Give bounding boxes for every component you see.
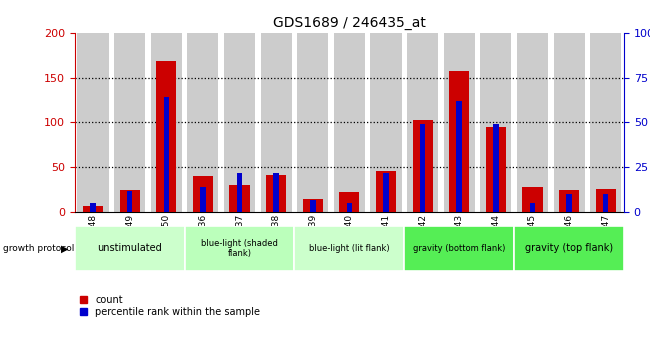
Legend: count, percentile rank within the sample: count, percentile rank within the sample bbox=[79, 295, 260, 317]
Bar bbox=[370, 33, 402, 212]
Bar bbox=[346, 203, 352, 212]
Bar bbox=[404, 226, 514, 271]
Text: blue-light (shaded
flank): blue-light (shaded flank) bbox=[201, 239, 278, 258]
Bar bbox=[193, 176, 213, 212]
Bar bbox=[114, 33, 145, 212]
Bar bbox=[127, 191, 133, 212]
Bar bbox=[297, 33, 328, 212]
Bar bbox=[376, 171, 396, 212]
Bar bbox=[530, 203, 535, 212]
Bar bbox=[456, 101, 462, 212]
Bar bbox=[90, 203, 96, 212]
Bar bbox=[266, 175, 286, 212]
Bar bbox=[514, 226, 624, 271]
Bar bbox=[523, 187, 543, 212]
Bar bbox=[83, 206, 103, 212]
Bar bbox=[595, 189, 616, 212]
Bar bbox=[407, 33, 438, 212]
Bar bbox=[120, 190, 140, 212]
Bar bbox=[156, 61, 176, 212]
Text: unstimulated: unstimulated bbox=[98, 244, 162, 253]
Title: GDS1689 / 246435_at: GDS1689 / 246435_at bbox=[273, 16, 426, 30]
Bar bbox=[274, 173, 279, 212]
Bar bbox=[339, 193, 359, 212]
Bar bbox=[261, 33, 292, 212]
Text: blue-light (lit flank): blue-light (lit flank) bbox=[309, 244, 390, 253]
Bar bbox=[151, 33, 182, 212]
Text: growth protocol: growth protocol bbox=[3, 244, 75, 253]
Bar bbox=[493, 124, 499, 212]
Text: gravity (bottom flank): gravity (bottom flank) bbox=[413, 244, 506, 253]
Bar bbox=[334, 33, 365, 212]
Bar bbox=[303, 199, 323, 212]
Text: gravity (top flank): gravity (top flank) bbox=[525, 244, 613, 253]
Bar bbox=[449, 71, 469, 212]
Bar bbox=[486, 127, 506, 212]
Bar bbox=[554, 33, 584, 212]
Bar bbox=[164, 97, 169, 212]
Bar bbox=[187, 33, 218, 212]
Bar bbox=[310, 200, 315, 212]
Bar bbox=[559, 190, 579, 212]
Bar bbox=[294, 226, 404, 271]
Bar bbox=[185, 226, 294, 271]
Bar bbox=[224, 33, 255, 212]
Bar bbox=[413, 120, 433, 212]
Bar bbox=[77, 33, 109, 212]
Bar bbox=[566, 194, 572, 212]
Bar bbox=[517, 33, 548, 212]
Bar bbox=[480, 33, 512, 212]
Bar bbox=[200, 187, 205, 212]
Text: ▶: ▶ bbox=[60, 244, 68, 253]
Bar bbox=[603, 194, 608, 212]
Bar bbox=[237, 173, 242, 212]
Bar bbox=[75, 226, 185, 271]
Bar bbox=[420, 124, 425, 212]
Bar bbox=[384, 173, 389, 212]
Bar bbox=[590, 33, 621, 212]
Bar bbox=[229, 185, 250, 212]
Bar bbox=[444, 33, 474, 212]
